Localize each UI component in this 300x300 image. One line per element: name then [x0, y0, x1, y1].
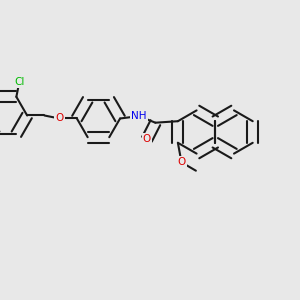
Text: Cl: Cl: [14, 77, 25, 87]
Text: O: O: [143, 134, 151, 144]
Text: O: O: [177, 157, 186, 167]
Text: O: O: [55, 113, 64, 124]
Text: NH: NH: [131, 111, 147, 121]
